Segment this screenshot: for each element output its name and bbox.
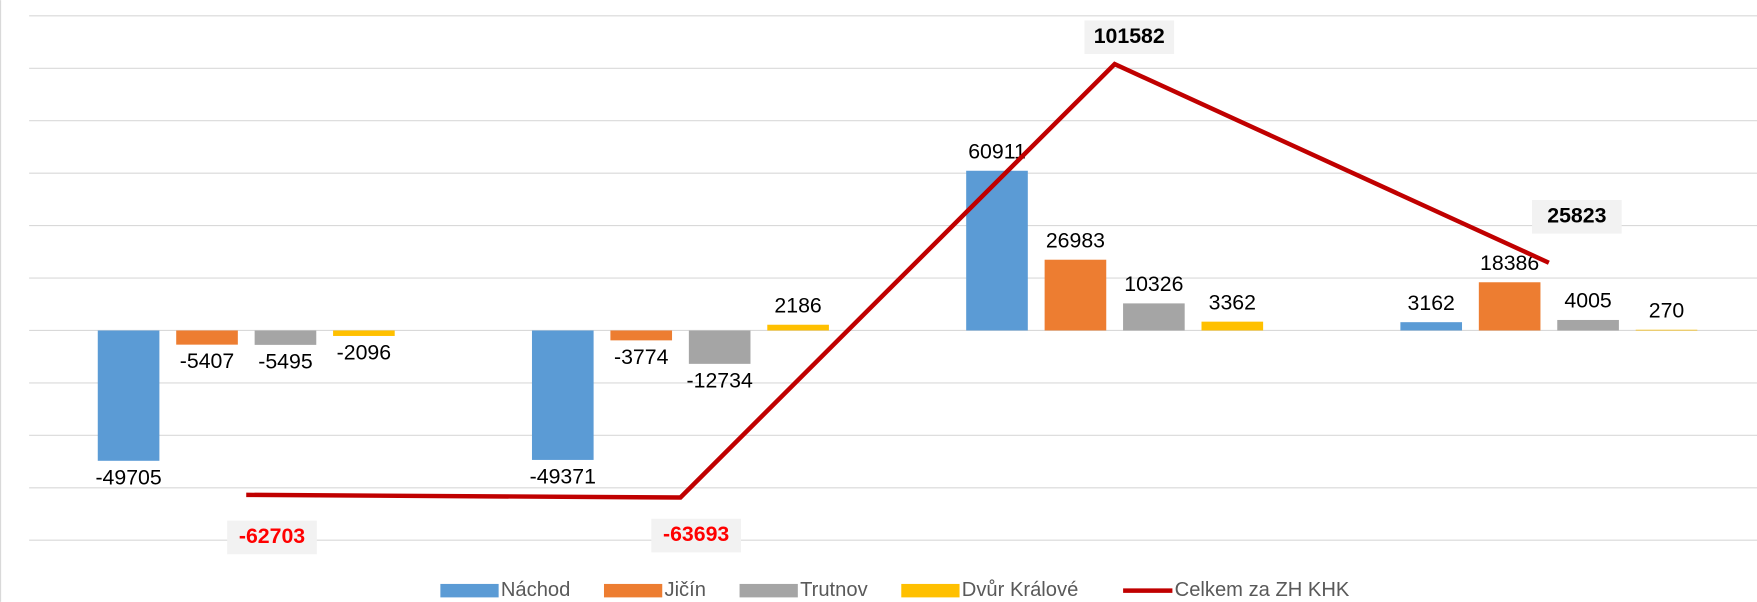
data-label: -49371 xyxy=(530,464,596,488)
bar xyxy=(1557,319,1619,331)
bar xyxy=(531,330,594,460)
bar xyxy=(1400,322,1463,331)
line-data-label: -63693 xyxy=(663,522,729,546)
data-label: 26983 xyxy=(1046,228,1105,252)
bar xyxy=(97,330,160,461)
data-label: -12734 xyxy=(687,368,753,392)
line-data-label: -62703 xyxy=(239,524,305,548)
data-label: 2186 xyxy=(774,293,821,317)
line xyxy=(246,61,1550,500)
bar xyxy=(1201,321,1264,331)
bar xyxy=(688,330,751,364)
bar xyxy=(333,330,395,336)
legend-label: Náchod xyxy=(501,579,570,601)
legend-swatch xyxy=(901,583,960,598)
data-label: 4005 xyxy=(1564,289,1611,313)
bar xyxy=(966,170,1028,331)
bar xyxy=(610,330,673,341)
label-box xyxy=(1084,20,1175,55)
label-box xyxy=(227,520,317,555)
data-label: 10326 xyxy=(1124,272,1183,296)
bar xyxy=(1478,282,1541,331)
line-label: -62703 xyxy=(227,520,317,555)
line-label: 25823 xyxy=(1532,200,1622,234)
data-label: 3362 xyxy=(1209,290,1256,314)
data-label: -49705 xyxy=(95,465,161,489)
legend-swatch xyxy=(739,583,798,598)
bar xyxy=(254,330,317,345)
bar xyxy=(1123,303,1185,331)
bar xyxy=(1635,329,1698,331)
label-box xyxy=(651,518,741,553)
bar xyxy=(176,330,238,345)
legend-label: Trutnov xyxy=(800,579,869,601)
legend-label: Celkem za ZH KHK xyxy=(1175,579,1350,601)
data-label: 270 xyxy=(1649,298,1685,322)
line-label: 101582 xyxy=(1084,20,1175,55)
data-label: 3162 xyxy=(1408,291,1455,315)
bar xyxy=(1044,259,1107,331)
data-label: -2096 xyxy=(337,341,391,365)
line-label: -63693 xyxy=(651,518,741,553)
legend-label: Jičín xyxy=(664,579,705,601)
data-label: -5495 xyxy=(258,349,312,373)
line-data-label: 101582 xyxy=(1094,24,1165,48)
legend-label: Dvůr Králové xyxy=(962,579,1078,601)
data-label: -5407 xyxy=(180,349,234,373)
label-box xyxy=(1532,200,1622,234)
line-data-label: 25823 xyxy=(1547,203,1606,227)
legend-swatch xyxy=(603,583,663,598)
legend-swatch xyxy=(440,583,499,598)
bar xyxy=(767,324,829,331)
data-label: -3774 xyxy=(614,345,669,369)
